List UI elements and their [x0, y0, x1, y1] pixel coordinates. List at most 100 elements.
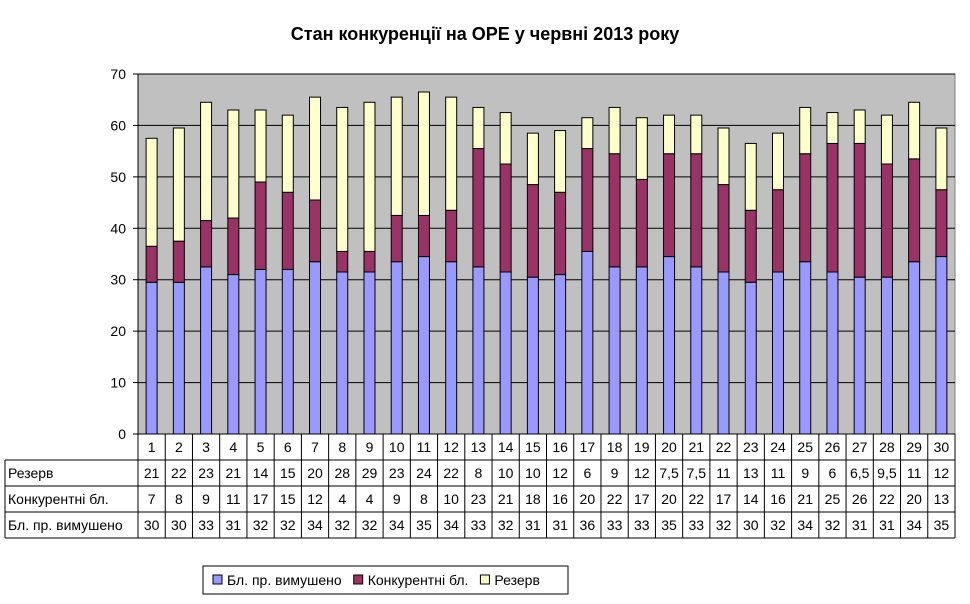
- bar-segment-2: [145, 245, 158, 283]
- x-tick-label: 4: [229, 439, 237, 455]
- bar-segment-1: [417, 256, 430, 435]
- data-label: 14: [253, 465, 269, 481]
- chart-title: Стан конкуренції на ОРЕ у червні 2013 ро…: [291, 24, 680, 44]
- data-label: 34: [389, 517, 405, 533]
- bar-segment-3: [581, 117, 594, 150]
- bar-segment-1: [526, 276, 539, 435]
- x-tick-label: 19: [634, 439, 650, 455]
- data-label: 34: [906, 517, 922, 533]
- data-label: 11: [907, 465, 922, 481]
- x-tick-label: 16: [552, 439, 568, 455]
- x-tick-label: 8: [338, 439, 346, 455]
- y-tick-label: 0: [118, 426, 126, 442]
- data-label: 9: [801, 465, 809, 481]
- bar-segment-3: [935, 127, 948, 191]
- data-label: 12: [307, 491, 323, 507]
- bar-segment-3: [771, 132, 784, 191]
- x-tick-label: 10: [389, 439, 405, 455]
- bar-segment-3: [336, 106, 349, 252]
- data-label: 20: [906, 491, 922, 507]
- x-tick-label: 12: [443, 439, 459, 455]
- bar-segment-1: [663, 256, 676, 435]
- y-tick-label: 40: [110, 220, 126, 236]
- x-tick-label: 9: [366, 439, 374, 455]
- bar-segment-2: [281, 191, 294, 270]
- data-label: 21: [797, 491, 813, 507]
- data-label: 16: [552, 491, 568, 507]
- data-label: 33: [688, 517, 704, 533]
- data-label: 10: [525, 465, 541, 481]
- x-tick-label: 22: [716, 439, 732, 455]
- x-tick-label: 1: [148, 439, 156, 455]
- bar-segment-2: [935, 189, 948, 258]
- data-label: 32: [334, 517, 350, 533]
- data-label: 21: [498, 491, 514, 507]
- plot-area: [137, 73, 956, 435]
- data-label: 30: [171, 517, 187, 533]
- data-label: 31: [852, 517, 868, 533]
- legend-swatch-3: [479, 574, 490, 585]
- data-label: 33: [634, 517, 650, 533]
- x-tick-label: 17: [580, 439, 596, 455]
- bar-segment-1: [472, 266, 485, 435]
- plot-background: [137, 73, 956, 435]
- x-tick-label: 2: [175, 439, 183, 455]
- x-tick-label: 20: [661, 439, 677, 455]
- x-tick-label: 26: [825, 439, 841, 455]
- x-tick-label: 18: [607, 439, 623, 455]
- data-label: 12: [634, 465, 650, 481]
- bar-segment-2: [499, 163, 512, 273]
- x-tick-label: 3: [202, 439, 210, 455]
- legend-box: [202, 565, 569, 595]
- bar-segment-2: [336, 250, 349, 273]
- data-label: 9: [611, 465, 619, 481]
- bar-segment-3: [172, 127, 185, 242]
- data-label: 6,5: [850, 465, 870, 481]
- bar-segment-2: [799, 153, 812, 263]
- bar-segment-2: [717, 184, 730, 273]
- bar-segment-3: [826, 112, 839, 144]
- data-label: 31: [552, 517, 568, 533]
- bar-segment-3: [554, 130, 567, 193]
- data-label: 22: [688, 491, 704, 507]
- bar-segment-2: [663, 153, 676, 258]
- data-label: 8: [175, 491, 183, 507]
- data-label: 11: [716, 465, 731, 481]
- x-tick-label: 15: [525, 439, 541, 455]
- bar-segment-2: [200, 220, 213, 268]
- bar-segment-2: [390, 214, 403, 263]
- bar-segment-1: [390, 261, 403, 435]
- bar-segment-2: [172, 240, 185, 283]
- x-tick-label: 5: [257, 439, 265, 455]
- bar-segment-2: [526, 184, 539, 278]
- bar-segment-1: [145, 281, 158, 435]
- bar-segment-2: [472, 148, 485, 268]
- legend-label: Резерв: [494, 572, 539, 588]
- data-label: 4: [366, 491, 374, 507]
- data-label: 21: [226, 465, 242, 481]
- bar-segment-3: [663, 114, 676, 155]
- data-label: 28: [334, 465, 350, 481]
- data-label: 32: [280, 517, 296, 533]
- bar-segment-3: [717, 127, 730, 186]
- data-label: 26: [852, 491, 868, 507]
- bar-segment-3: [200, 101, 213, 222]
- y-tick-label: 50: [110, 169, 126, 185]
- data-table: 1 2 3 4 5 6 7 8 9 10 11 12 13 14 15 16 17 18 19 20 21 22 23 24 2…: [4, 433, 956, 539]
- bar-segment-1: [935, 256, 948, 435]
- data-label: 23: [389, 465, 405, 481]
- bar-segment-2: [635, 178, 648, 268]
- data-label: 32: [253, 517, 269, 533]
- bar-segment-3: [227, 109, 240, 219]
- bar-segment-3: [799, 106, 812, 155]
- y-tick-label: 70: [110, 66, 126, 82]
- y-tick-label: 60: [110, 117, 126, 133]
- bar-segment-1: [908, 261, 921, 435]
- data-label: 25: [825, 491, 841, 507]
- x-tick-label: 14: [498, 439, 514, 455]
- data-label: 13: [743, 465, 759, 481]
- legend: Бл. пр. вимушено Конкурентні бл. Резерв: [202, 565, 569, 595]
- data-label: 22: [171, 465, 187, 481]
- data-label: 16: [770, 491, 786, 507]
- bar-segment-1: [254, 268, 267, 435]
